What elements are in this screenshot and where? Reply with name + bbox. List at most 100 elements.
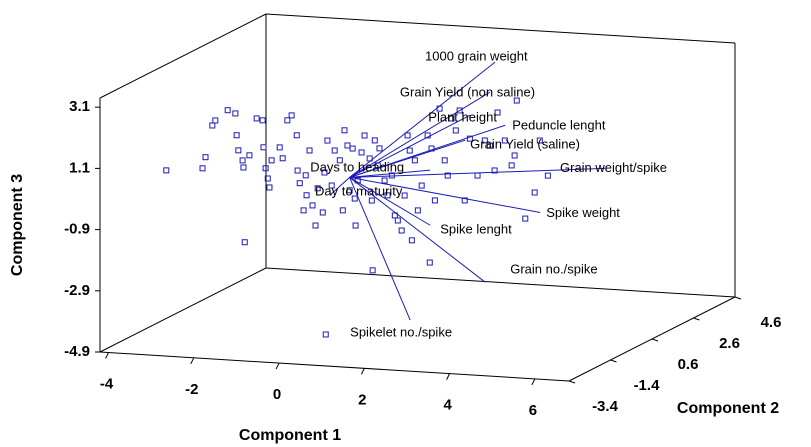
box-edge: [265, 267, 736, 298]
point: [246, 152, 253, 159]
point: [279, 155, 286, 162]
z-tick-label: 1.1: [69, 159, 90, 176]
y-tick: [734, 296, 742, 300]
point: [544, 172, 551, 179]
point: [531, 189, 538, 196]
point: [351, 195, 358, 202]
y-tick: [651, 338, 659, 342]
y-tick-label: 4.6: [761, 314, 782, 331]
point: [394, 217, 401, 224]
point: [486, 142, 493, 149]
point: [294, 167, 301, 174]
box-edge: [265, 13, 736, 44]
point: [300, 207, 307, 214]
vector-label: Plant height: [428, 110, 497, 125]
loading-vector: [349, 176, 541, 213]
loading-vector: [329, 177, 350, 196]
point: [260, 144, 267, 151]
x-tick-label: 6: [529, 402, 537, 419]
point: [302, 172, 309, 179]
point: [441, 157, 448, 164]
loading-vector: [349, 91, 491, 178]
z-axis-title: Component 3: [9, 174, 26, 276]
loading-vector: [349, 169, 431, 178]
x-tick: [360, 368, 365, 375]
point: [336, 157, 343, 164]
point: [268, 157, 275, 164]
point: [461, 197, 468, 204]
point: [358, 149, 365, 156]
point: [398, 227, 405, 234]
loading-vector: [349, 177, 486, 283]
vector-label: Grain Yield (saline): [470, 137, 580, 152]
point: [232, 110, 239, 117]
point: [444, 172, 451, 179]
vector-label: Peduncle lenght: [512, 118, 606, 133]
point: [163, 167, 170, 174]
point: [328, 182, 335, 189]
y-tick-label: -3.4: [592, 398, 619, 415]
point: [368, 197, 375, 204]
point: [276, 144, 283, 151]
box-edge: [99, 267, 267, 353]
box-edge: [99, 13, 267, 99]
point: [494, 109, 501, 116]
point: [284, 117, 291, 124]
point: [369, 267, 376, 274]
point: [322, 331, 329, 338]
z-tick-label: -2.9: [64, 282, 90, 299]
x-axis-title: Component 1: [239, 427, 341, 444]
loading-vector: [349, 167, 606, 178]
z-tick-label: 3.1: [69, 98, 90, 115]
point: [511, 152, 518, 159]
vector-label: Grain weight/spike: [560, 160, 667, 175]
y-tick: [693, 317, 700, 321]
x-tick: [275, 362, 280, 370]
point: [306, 147, 313, 154]
point: [536, 137, 543, 144]
point: [414, 207, 421, 214]
loading-vector: [349, 177, 411, 321]
point: [371, 137, 378, 144]
loading-vector: [349, 61, 496, 178]
point: [266, 184, 273, 191]
point: [384, 192, 391, 199]
x-tick-label: 4: [443, 397, 452, 414]
point: [199, 165, 206, 172]
x-tick-label: 0: [273, 386, 281, 403]
point: [224, 107, 231, 114]
loading-vector: [349, 114, 471, 178]
point: [339, 207, 346, 214]
x-tick-label: -2: [185, 381, 198, 398]
vector-label: Grain Yield (non saline): [400, 85, 535, 100]
point: [411, 157, 418, 164]
x-tick: [531, 378, 536, 386]
point: [501, 137, 508, 144]
point: [376, 145, 383, 152]
point: [202, 154, 209, 161]
point: [344, 142, 351, 149]
point: [233, 132, 240, 139]
point: [401, 192, 408, 199]
point: [491, 167, 498, 174]
point: [324, 137, 331, 144]
point: [408, 237, 415, 244]
vector-label: Days to heading: [310, 160, 404, 175]
x-tick: [105, 352, 109, 359]
box-edge: [99, 351, 570, 382]
y-axis-title: Component 2: [677, 400, 779, 417]
point: [319, 209, 326, 216]
vector-label: 1000 grain weight: [425, 49, 528, 64]
point: [303, 192, 310, 199]
point: [466, 135, 473, 142]
point: [264, 175, 271, 182]
point: [321, 169, 328, 176]
point: [513, 97, 520, 104]
vector-label: Spike lenght: [440, 222, 512, 237]
point: [481, 137, 488, 144]
loading-vector: [349, 176, 431, 226]
vector-label: Spike weight: [546, 205, 620, 220]
z-tick-label: -4.9: [64, 343, 90, 360]
point: [235, 147, 242, 154]
point: [522, 215, 529, 222]
